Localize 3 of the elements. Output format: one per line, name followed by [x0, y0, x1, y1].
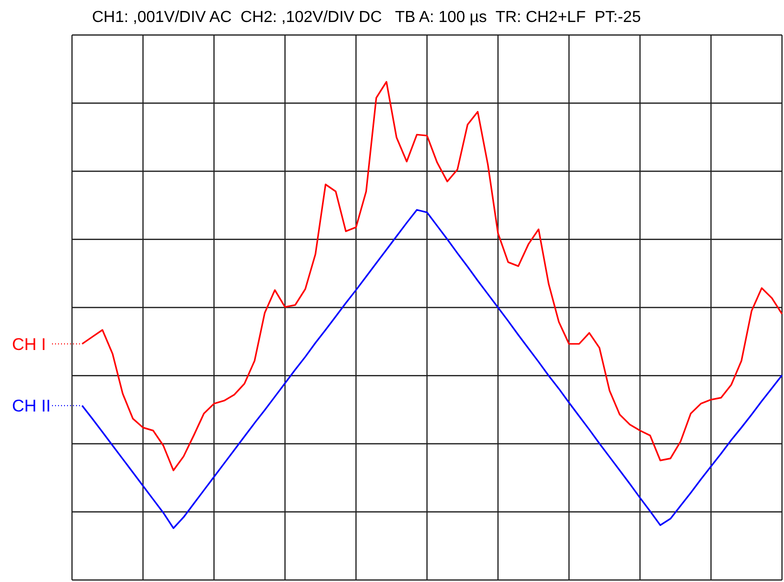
- legend-label: CH II: [12, 396, 51, 416]
- chart-title: CH1: ,001V/DIV AC CH2: ,102V/DIV DC TB A: 100 µs TR: CH2+LF PT:-25: [92, 8, 641, 28]
- legend-label: CH I: [12, 334, 46, 354]
